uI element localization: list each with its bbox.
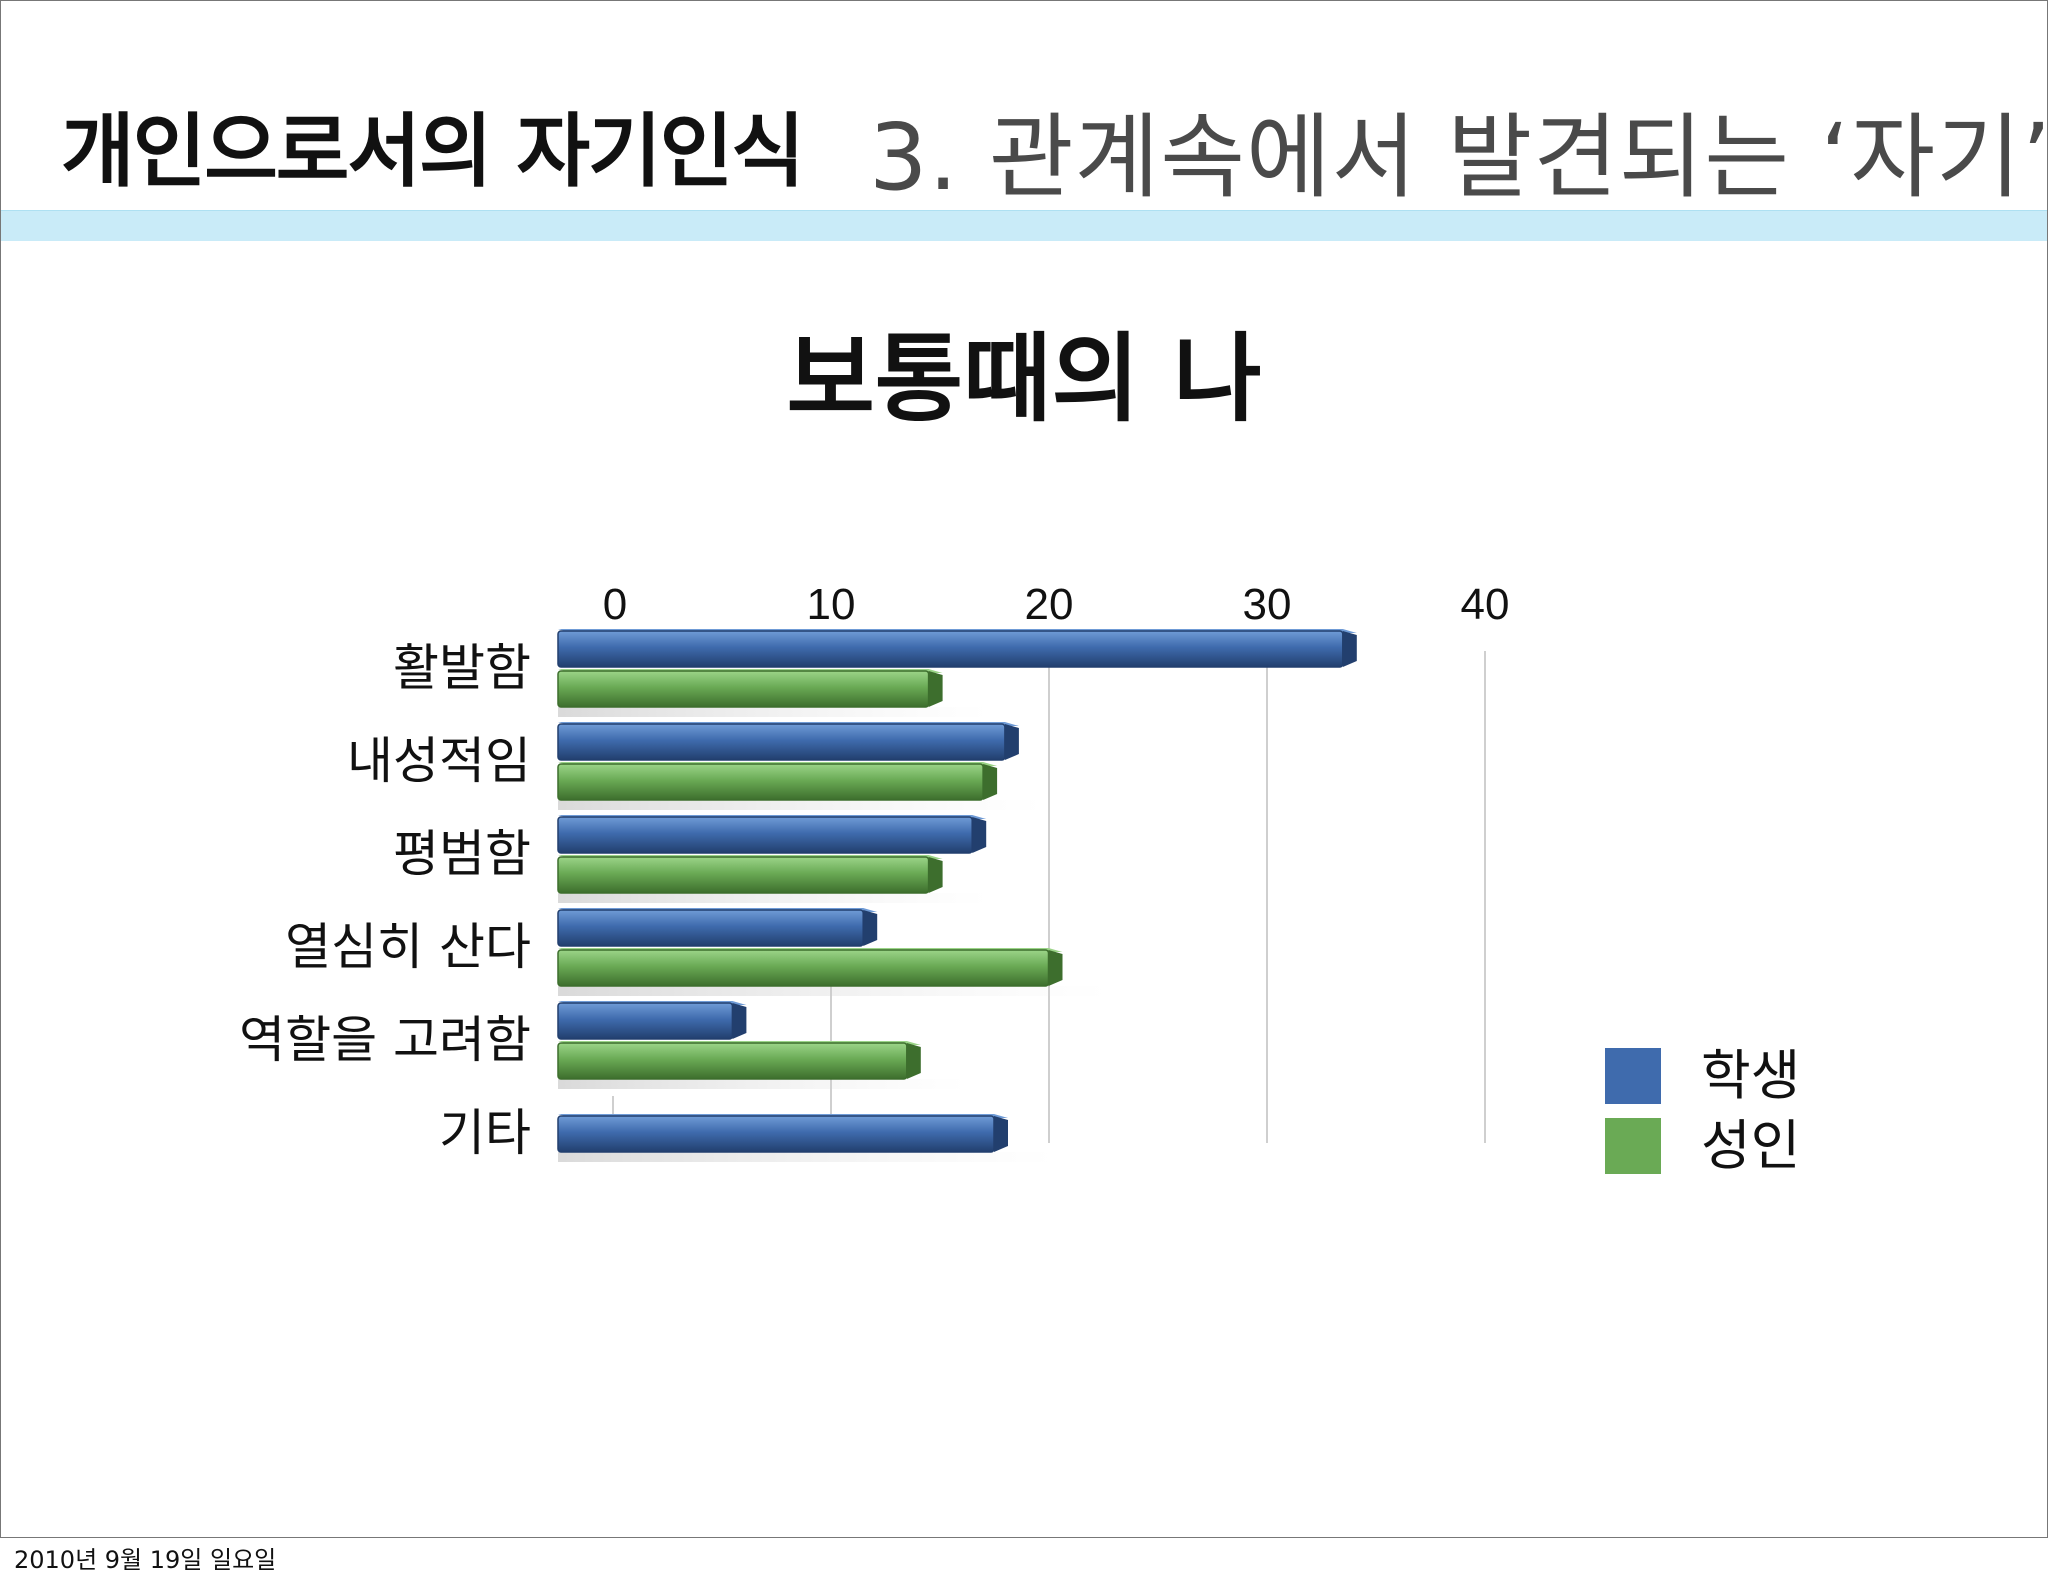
- bar-end-cap: [983, 764, 998, 800]
- bar-end-cap: [1342, 631, 1357, 667]
- bar-student: [557, 630, 1344, 668]
- category-label: 기타: [439, 1104, 531, 1162]
- bar-student: [557, 909, 864, 947]
- legend-label: 학생: [1701, 1044, 1800, 1107]
- bar-student: [557, 1002, 734, 1040]
- category-label: 평범함: [393, 825, 531, 883]
- category-label: 역할을 고려함: [239, 1011, 531, 1069]
- chart-title: 보통때의 나: [786, 323, 1262, 435]
- bar-end-cap: [928, 671, 943, 707]
- x-tick-label: 40: [1461, 580, 1510, 629]
- bar-end-cap: [863, 910, 878, 946]
- bar-end-cap: [994, 1116, 1008, 1152]
- bar-shadow: [558, 1152, 1054, 1162]
- bar-student: [557, 816, 973, 854]
- bar-end-cap: [1048, 950, 1063, 986]
- bar-end-cap: [906, 1043, 921, 1079]
- category-label: 열심히 산다: [285, 918, 531, 976]
- legend-label: 성인: [1701, 1114, 1800, 1177]
- bar-end-cap: [1004, 724, 1019, 760]
- legend-swatch-student: [1605, 1048, 1661, 1104]
- header-divider: [1, 210, 2047, 241]
- x-tick-label: 20: [1025, 580, 1074, 629]
- bar-shadow: [558, 986, 1109, 996]
- bar-end-cap: [972, 817, 987, 853]
- bar-end-cap: [928, 857, 943, 893]
- topic-title: 3. 관계속에서 발견되는 ‘자기’: [869, 104, 2048, 211]
- x-tick-label: 0: [603, 580, 627, 629]
- bar-shadow: [558, 707, 989, 717]
- bar-student: [557, 1115, 995, 1153]
- bar-shadow: [558, 800, 1044, 810]
- x-tick-label: 10: [807, 580, 856, 629]
- legend-swatch-adult: [1605, 1118, 1661, 1174]
- bar-adult: [557, 1042, 908, 1080]
- bar-adult: [557, 670, 930, 708]
- bar-shadow: [558, 893, 989, 903]
- bar-adult: [557, 856, 930, 894]
- bar-shadow: [558, 1079, 967, 1089]
- bar-end-cap: [732, 1003, 747, 1039]
- section-title: 개인으로서의 자기인식: [61, 105, 805, 198]
- category-label: 내성적임: [347, 732, 531, 790]
- slide: 개인으로서의 자기인식 3. 관계속에서 발견되는 ‘자기’ 보통때의 나 0 1…: [0, 0, 2048, 1538]
- bar-adult: [557, 949, 1050, 987]
- bar-adult: [557, 763, 984, 801]
- category-label: 활발함: [393, 639, 531, 697]
- bar-student: [557, 723, 1006, 761]
- footer-date: 2010년 9월 19일 일요일: [14, 1546, 277, 1574]
- x-tick-label: 30: [1243, 580, 1292, 629]
